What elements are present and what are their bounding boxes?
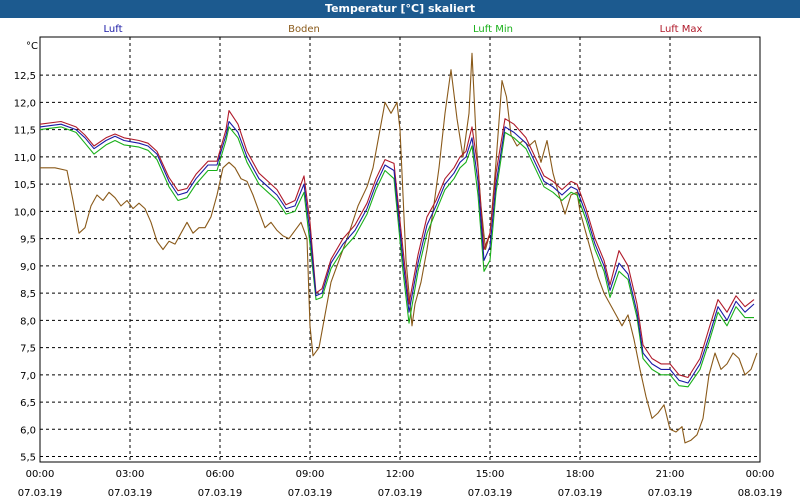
x-tick-date-label: 07.03.19 bbox=[378, 488, 423, 499]
x-tick-date-label: 07.03.19 bbox=[648, 488, 693, 499]
y-tick-label: 8,5 bbox=[20, 289, 36, 300]
series-line-luft bbox=[39, 120, 755, 384]
legend-entry: Boden bbox=[288, 24, 320, 35]
y-tick-label: 6,0 bbox=[20, 425, 36, 436]
x-tick-time-label: 03:00 bbox=[116, 469, 145, 480]
x-tick-time-label: 00:00 bbox=[26, 469, 55, 480]
legend-entry: Luft Max bbox=[660, 24, 703, 35]
x-tick-date-label: 07.03.19 bbox=[18, 488, 63, 499]
x-tick-time-label: 21:00 bbox=[656, 469, 685, 480]
x-tick-time-label: 12:00 bbox=[386, 469, 415, 480]
legend-entry: Luft Min bbox=[473, 24, 513, 35]
series-line-luft-min bbox=[39, 126, 754, 388]
y-tick-label: 11,5 bbox=[14, 126, 36, 137]
y-tick-label: 12,0 bbox=[14, 98, 36, 109]
x-tick-time-label: 15:00 bbox=[476, 469, 505, 480]
y-tick-label: 9,5 bbox=[20, 235, 36, 246]
y-axis-unit-label: °C bbox=[26, 41, 38, 52]
y-tick-label: 9,0 bbox=[20, 262, 36, 273]
x-tick-date-label: 08.03.19 bbox=[738, 488, 783, 499]
series-group bbox=[39, 52, 758, 444]
x-tick-time-label: 18:00 bbox=[566, 469, 595, 480]
series-line-boden bbox=[40, 52, 758, 444]
y-tick-label: 7,5 bbox=[20, 344, 36, 355]
x-tick-time-label: 09:00 bbox=[296, 469, 325, 480]
y-tick-label: 8,0 bbox=[20, 316, 36, 327]
x-tick-date-label: 07.03.19 bbox=[468, 488, 513, 499]
legend: Luft Boden Luft Min Luft Max bbox=[104, 24, 703, 35]
x-tick-date-label: 07.03.19 bbox=[558, 488, 603, 499]
axes: 5,5 6,0 6,5 7,0 7,5 8,0 8,5 9,0 9,5 10,0 10,5 11,0 1… bbox=[14, 36, 783, 499]
x-tick-time-label: 00:00 bbox=[746, 469, 775, 480]
y-tick-label: 5,5 bbox=[20, 453, 36, 464]
temperature-chart: 5,5 6,0 6,5 7,0 7,5 8,0 8,5 9,0 9,5 10,0 10,5 11,0 1… bbox=[14, 24, 783, 499]
y-tick-label: 6,5 bbox=[20, 398, 36, 409]
grid bbox=[40, 37, 760, 462]
legend-entry: Luft bbox=[104, 24, 123, 35]
x-tick-time-label: 06:00 bbox=[206, 469, 235, 480]
y-tick-label: 11,0 bbox=[14, 153, 36, 164]
plot-frame bbox=[39, 36, 761, 463]
y-tick-label: 7,0 bbox=[20, 371, 36, 382]
y-tick-label: 10,5 bbox=[14, 180, 36, 191]
x-tick-date-label: 07.03.19 bbox=[288, 488, 333, 499]
series-line-luft-max bbox=[39, 110, 755, 379]
x-tick-date-label: 07.03.19 bbox=[108, 488, 153, 499]
x-tick-date-label: 07.03.19 bbox=[198, 488, 243, 499]
window-title: Temperatur [°C] skaliert bbox=[0, 0, 800, 18]
y-tick-label: 12,5 bbox=[14, 71, 36, 82]
y-tick-label: 10,0 bbox=[14, 207, 36, 218]
